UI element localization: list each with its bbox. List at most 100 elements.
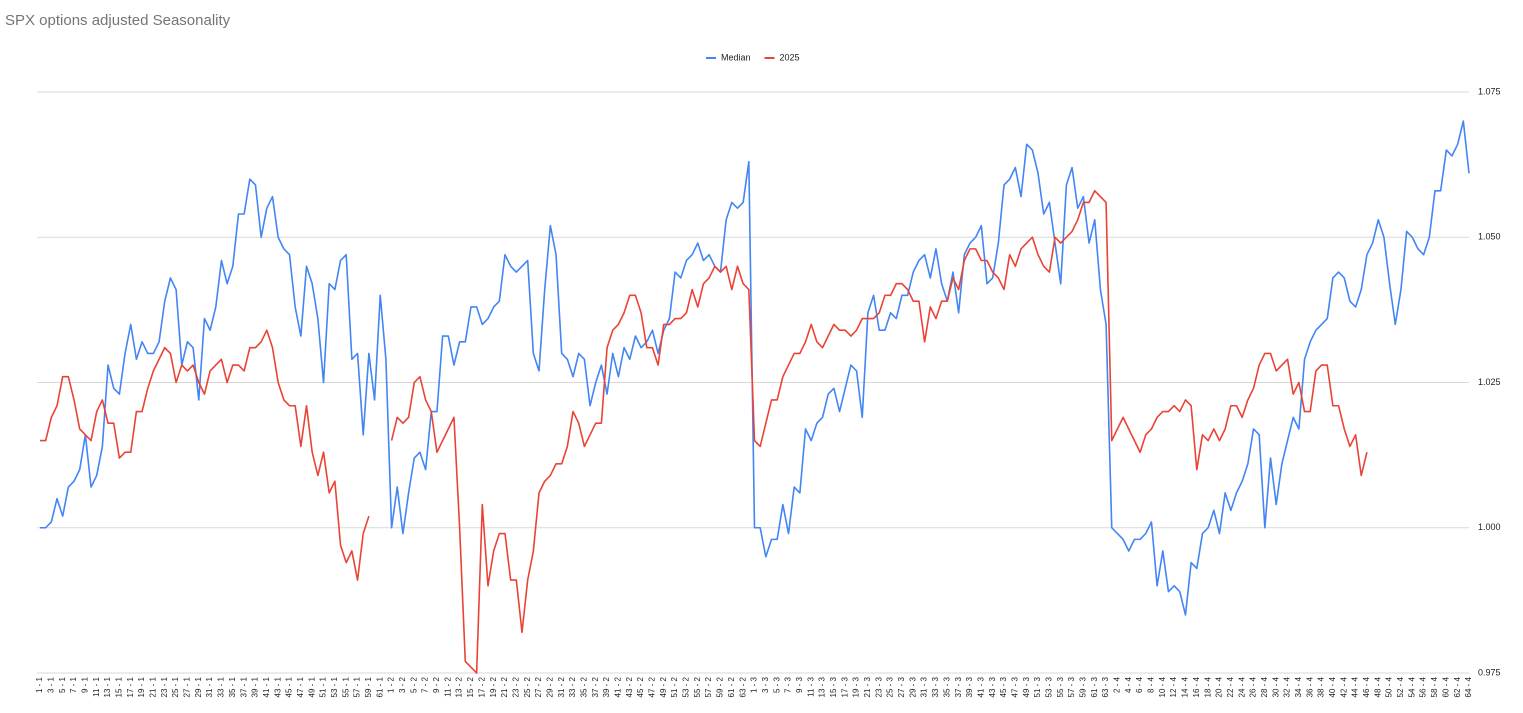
x-tick-label: 57 - 1 (353, 676, 362, 697)
x-tick-label: 49 - 2 (659, 676, 668, 697)
x-tick-label: 8 - 4 (1147, 676, 1156, 693)
x-tick-label: 15 - 2 (466, 676, 475, 697)
x-tick-label: 42 - 4 (1339, 676, 1348, 697)
x-tick-label: 29 - 2 (545, 676, 554, 697)
x-tick-label: 27 - 1 (183, 676, 192, 697)
x-tick-label: 24 - 4 (1237, 676, 1246, 697)
x-tick-label: 9 - 2 (432, 676, 441, 693)
x-tick-label: 17 - 2 (477, 676, 486, 697)
x-tick-label: 23 - 3 (874, 676, 883, 697)
x-tick-label: 37 - 2 (591, 676, 600, 697)
x-tick-label: 37 - 1 (239, 676, 248, 697)
x-tick-label: 59 - 1 (364, 676, 373, 697)
x-tick-label: 33 - 3 (931, 676, 940, 697)
x-tick-label: 54 - 4 (1407, 676, 1416, 697)
x-tick-label: 21 - 1 (149, 676, 158, 697)
x-tick-label: 41 - 1 (262, 676, 271, 697)
x-tick-label: 31 - 1 (205, 676, 214, 697)
x-tick-label: 29 - 1 (194, 676, 203, 697)
x-tick-label: 23 - 1 (160, 676, 169, 697)
x-tick-label: 39 - 1 (251, 676, 260, 697)
x-tick-label: 18 - 4 (1203, 676, 1212, 697)
x-tick-label: 40 - 4 (1328, 676, 1337, 697)
x-tick-label: 61 - 2 (727, 676, 736, 697)
x-tick-label: 62 - 4 (1453, 676, 1462, 697)
x-tick-label: 21 - 3 (863, 676, 872, 697)
x-tick-label: 31 - 2 (557, 676, 566, 697)
x-tick-label: 6 - 4 (1135, 676, 1144, 693)
x-tick-label: 48 - 4 (1373, 676, 1382, 697)
x-tick-label: 3 - 3 (761, 676, 770, 693)
x-tick-label: 63 - 3 (1101, 676, 1110, 697)
x-tick-label: 9 - 3 (795, 676, 804, 693)
series-line (40, 120, 1470, 616)
x-tick-label: 45 - 2 (636, 676, 645, 697)
x-tick-label: 7 - 2 (421, 676, 430, 693)
x-tick-label: 19 - 2 (489, 676, 498, 697)
x-tick-label: 25 - 3 (886, 676, 895, 697)
x-tick-label: 35 - 1 (228, 676, 237, 697)
x-tick-label: 10 - 4 (1158, 676, 1167, 697)
x-tick-label: 41 - 3 (976, 676, 985, 697)
x-tick-label: 38 - 4 (1317, 676, 1326, 697)
legend-label: Median (721, 52, 751, 62)
x-tick-label: 25 - 2 (523, 676, 532, 697)
x-tick-label: 47 - 1 (296, 676, 305, 697)
legend-label: 2025 (780, 52, 800, 62)
x-tick-label: 61 - 3 (1090, 676, 1099, 697)
x-tick-label: 31 - 3 (920, 676, 929, 697)
x-tick-label: 59 - 3 (1079, 676, 1088, 697)
x-tick-label: 55 - 1 (341, 676, 350, 697)
x-tick-label: 61 - 1 (375, 676, 384, 697)
x-tick-label: 1 - 1 (35, 676, 44, 693)
x-tick-label: 33 - 1 (217, 676, 226, 697)
x-tick-label: 7 - 3 (784, 676, 793, 693)
x-tick-label: 55 - 3 (1056, 676, 1065, 697)
y-tick-label: 1.000 (1478, 522, 1501, 532)
x-tick-label: 56 - 4 (1419, 676, 1428, 697)
x-tick-label: 52 - 4 (1396, 676, 1405, 697)
x-tick-label: 49 - 1 (307, 676, 316, 697)
x-tick-label: 43 - 1 (273, 676, 282, 697)
x-tick-label: 29 - 3 (908, 676, 917, 697)
y-tick-label: 1.075 (1478, 86, 1501, 96)
x-tick-label: 2 - 4 (1113, 676, 1122, 693)
x-tick-label: 20 - 4 (1215, 676, 1224, 697)
x-tick-label: 57 - 2 (704, 676, 713, 697)
x-tick-label: 43 - 2 (625, 676, 634, 697)
x-tick-label: 44 - 4 (1351, 676, 1360, 697)
x-tick-label: 53 - 1 (330, 676, 339, 697)
x-tick-label: 43 - 3 (988, 676, 997, 697)
x-tick-label: 34 - 4 (1294, 676, 1303, 697)
series-line (40, 329, 370, 581)
x-tick-label: 19 - 3 (852, 676, 861, 697)
x-tick-label: 47 - 2 (648, 676, 657, 697)
x-tick-label: 51 - 3 (1033, 676, 1042, 697)
x-tick-label: 55 - 2 (693, 676, 702, 697)
x-tick-label: 21 - 2 (500, 676, 509, 697)
x-tick-label: 13 - 2 (455, 676, 464, 697)
x-tick-label: 14 - 4 (1181, 676, 1190, 697)
x-tick-label: 59 - 2 (716, 676, 725, 697)
x-tick-label: 39 - 3 (965, 676, 974, 697)
x-tick-label: 9 - 1 (80, 676, 89, 693)
x-tick-label: 13 - 1 (103, 676, 112, 697)
x-tick-label: 1 - 2 (387, 676, 396, 693)
x-tick-label: 64 - 4 (1464, 676, 1473, 697)
x-tick-label: 35 - 2 (579, 676, 588, 697)
x-tick-label: 50 - 4 (1385, 676, 1394, 697)
y-tick-label: 0.975 (1478, 667, 1501, 677)
x-tick-label: 47 - 3 (1010, 676, 1019, 697)
x-tick-label: 60 - 4 (1441, 676, 1450, 697)
x-tick-label: 23 - 2 (511, 676, 520, 697)
x-tick-label: 15 - 3 (829, 676, 838, 697)
x-tick-label: 49 - 3 (1022, 676, 1031, 697)
x-tick-label: 16 - 4 (1192, 676, 1201, 697)
x-tick-label: 53 - 3 (1044, 676, 1053, 697)
x-tick-label: 33 - 2 (568, 676, 577, 697)
x-tick-label: 12 - 4 (1169, 676, 1178, 697)
x-tick-label: 45 - 3 (999, 676, 1008, 697)
x-tick-label: 25 - 1 (171, 676, 180, 697)
